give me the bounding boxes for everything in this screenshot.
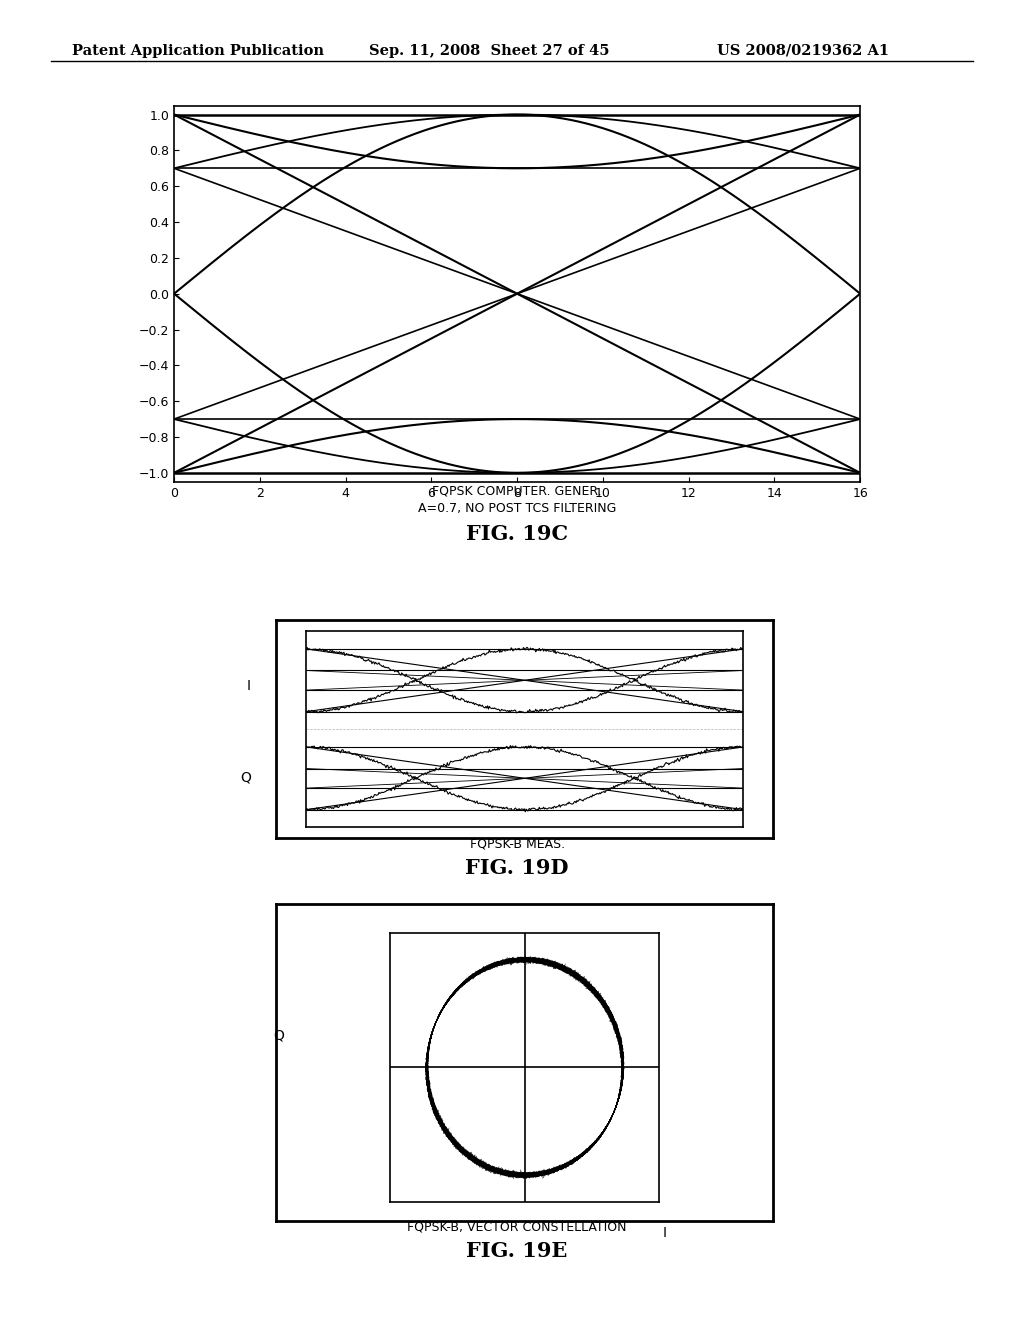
Text: A=0.7, NO POST TCS FILTERING: A=0.7, NO POST TCS FILTERING	[418, 502, 616, 515]
Text: Sep. 11, 2008  Sheet 27 of 45: Sep. 11, 2008 Sheet 27 of 45	[369, 44, 609, 58]
Text: I: I	[663, 1226, 667, 1239]
Text: Patent Application Publication: Patent Application Publication	[72, 44, 324, 58]
Text: FQPSK-B MEAS.: FQPSK-B MEAS.	[470, 837, 564, 850]
Text: FIG. 19E: FIG. 19E	[467, 1241, 567, 1261]
Text: FIG. 19C: FIG. 19C	[466, 524, 568, 544]
Text: Q: Q	[240, 770, 251, 784]
Text: US 2008/0219362 A1: US 2008/0219362 A1	[717, 44, 889, 58]
Text: Q: Q	[272, 1028, 284, 1041]
Text: FQPSK-B, VECTOR CONSTELLATION: FQPSK-B, VECTOR CONSTELLATION	[408, 1220, 627, 1233]
Text: FQPSK COMPUTER. GENER.: FQPSK COMPUTER. GENER.	[432, 484, 602, 498]
Text: I: I	[247, 678, 251, 693]
Text: FIG. 19D: FIG. 19D	[465, 858, 569, 878]
